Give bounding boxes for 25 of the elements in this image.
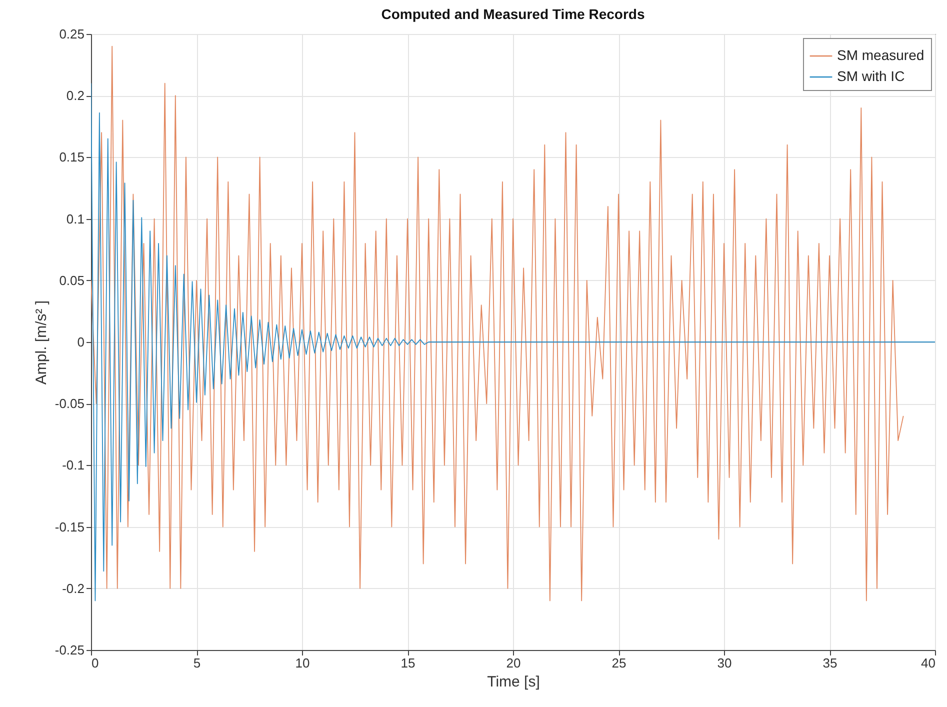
y-tick-label: -0.15	[54, 519, 84, 534]
y-tick-label: 0.05	[59, 272, 84, 288]
y-tick-label: 0	[77, 334, 84, 350]
y-tick-label: -0.1	[62, 458, 84, 473]
x-tick-label: 40	[921, 656, 936, 670]
x-tick-label: 5	[193, 656, 201, 670]
y-tick-label: -0.2	[62, 580, 84, 596]
y-tick-label: 0.25	[59, 26, 84, 42]
y-tick-label: 0.15	[59, 150, 84, 165]
legend-label: SM with IC	[837, 68, 905, 84]
legend-label: SM measured	[837, 47, 924, 63]
x-tick-label: 20	[506, 656, 521, 670]
x-tick-label: 15	[400, 656, 416, 670]
x-axis-title: Time [s]	[487, 674, 540, 690]
y-tick-label: -0.25	[54, 642, 84, 658]
y-axis-title: Ampl. [m/s² ]	[32, 300, 50, 385]
x-tick-label: 25	[612, 656, 626, 670]
x-tick-label: 30	[717, 656, 732, 670]
x-tick-label: 10	[295, 656, 310, 670]
y-tick-label: 0.1	[66, 211, 84, 226]
x-tick-label: 35	[822, 656, 838, 670]
y-tick-label: 0.2	[66, 88, 84, 104]
chart-title: Computed and Measured Time Records	[381, 6, 645, 22]
y-tick-label: -0.05	[54, 396, 84, 412]
x-tick-label: 0	[92, 656, 99, 670]
